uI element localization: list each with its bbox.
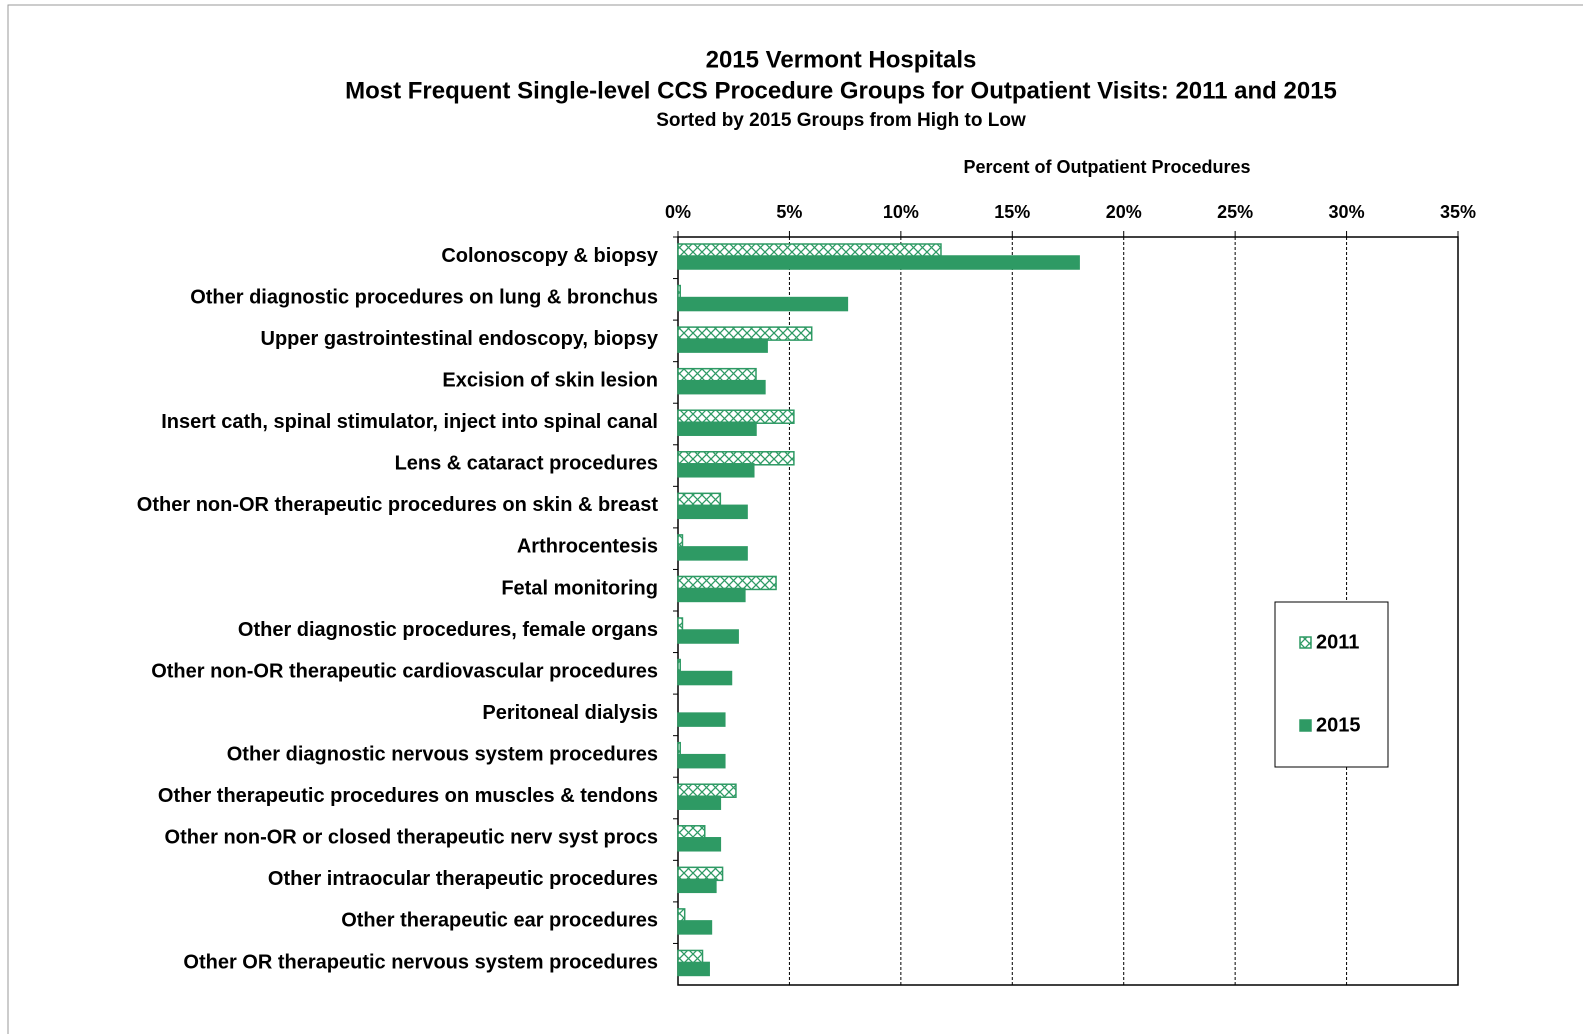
bar [677, 255, 1080, 270]
legend-box [1274, 601, 1389, 768]
y-tick-label: Other non-OR therapeutic procedures on s… [137, 494, 659, 516]
y-tick-label: Other therapeutic ear procedures [341, 910, 658, 932]
bar [677, 670, 733, 686]
y-tick-label: Other diagnostic nervous system procedur… [227, 743, 658, 765]
y-tick-label: Other therapeutic procedures on muscles … [158, 785, 658, 807]
bar [677, 326, 813, 341]
bar [677, 908, 686, 923]
y-tick-label: Colonoscopy & biopsy [441, 245, 659, 267]
page-frame [7, 4, 1583, 1034]
x-tick-label: 0% [665, 202, 691, 222]
bar [677, 367, 757, 383]
bar [677, 338, 768, 353]
bar [677, 243, 942, 258]
chart-title: 2015 Vermont Hospitals [706, 46, 977, 73]
bar [677, 409, 795, 424]
bar [677, 741, 681, 757]
y-tick-label: Excision of skin lesion [442, 369, 658, 391]
bar [677, 534, 684, 549]
bar [677, 866, 724, 882]
bar [677, 451, 795, 466]
x-tick-label: 20% [1106, 202, 1142, 222]
bar [677, 284, 681, 300]
x-tick-label: 35% [1440, 202, 1476, 222]
bar [677, 837, 722, 852]
bar [677, 587, 746, 603]
y-tick-label: Peritoneal dialysis [482, 702, 658, 724]
y-tick-label: Other non-OR or closed therapeutic nerv … [165, 827, 658, 849]
y-tick-label: Other OR therapeutic nervous system proc… [183, 951, 658, 973]
bar [677, 658, 681, 674]
y-tick-label: Other non-OR therapeutic cardiovascular … [151, 660, 658, 682]
y-tick-label: Lens & cataract procedures [395, 453, 658, 475]
bar [677, 463, 755, 478]
legend-label: 2011 [1316, 631, 1359, 653]
bar [677, 504, 748, 520]
bar [677, 961, 710, 977]
y-tick-label: Other diagnostic procedures on lung & br… [190, 286, 658, 308]
x-axis-label: Percent of Outpatient Procedures [963, 157, 1250, 177]
bar [677, 795, 722, 810]
bar [677, 379, 766, 395]
bar [677, 878, 717, 894]
y-tick-label: Insert cath, spinal stimulator, inject i… [161, 411, 658, 433]
bar [677, 421, 757, 436]
legend-swatch [1299, 719, 1312, 732]
bar [677, 783, 737, 798]
x-tick-label: 15% [994, 202, 1030, 222]
bar [677, 629, 739, 644]
bar [677, 296, 849, 312]
sort-note: Sorted by 2015 Groups from High to Low [656, 110, 1026, 131]
y-tick-label: Arthrocentesis [517, 536, 658, 558]
bar [677, 753, 726, 769]
x-tick-label: 30% [1329, 202, 1365, 222]
x-tick-label: 25% [1217, 202, 1253, 222]
legend-swatch [1299, 636, 1312, 649]
x-tick-label: 5% [776, 202, 802, 222]
bar [677, 825, 706, 840]
bar [677, 546, 748, 561]
bar [677, 712, 726, 727]
y-tick-label: Other diagnostic procedures, female orga… [238, 619, 658, 641]
bar [677, 617, 684, 632]
legend-label: 2015 [1316, 714, 1361, 736]
chart-subtitle: Most Frequent Single-level CCS Procedure… [345, 77, 1337, 104]
bar [677, 920, 713, 935]
y-tick-label: Fetal monitoring [501, 577, 658, 599]
y-tick-label: Other intraocular therapeutic procedures [268, 868, 658, 890]
y-tick-label: Upper gastrointestinal endoscopy, biopsy [261, 328, 659, 350]
x-tick-label: 10% [883, 202, 919, 222]
bar [677, 949, 704, 965]
bar [677, 575, 777, 591]
bar [677, 492, 722, 508]
